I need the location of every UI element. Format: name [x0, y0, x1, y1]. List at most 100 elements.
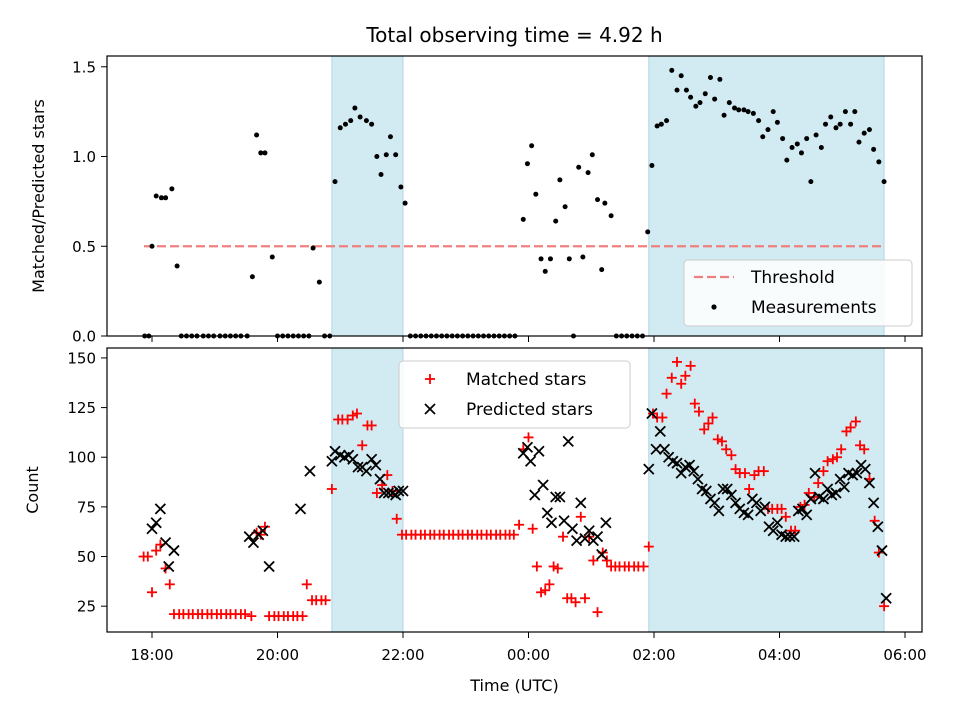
predicted-star-point [146, 523, 158, 535]
predicted-star-point [591, 531, 604, 543]
predicted-star-stroke [146, 523, 158, 535]
predicted-star-stroke [596, 548, 608, 561]
measurement-point [580, 254, 586, 260]
predicted-star-stroke [817, 493, 830, 505]
predicted-star-stroke [838, 481, 850, 493]
measurement-point [383, 152, 389, 158]
measurement-point [654, 123, 660, 129]
predicted-star-point [550, 491, 562, 503]
predicted-star-stroke [570, 535, 583, 547]
matched-star-point [301, 579, 312, 590]
measurement-point [732, 105, 738, 111]
predicted-star-point [834, 473, 846, 485]
predicted-star-stroke [397, 485, 409, 497]
measurement-point [608, 213, 614, 219]
measurement-point [804, 136, 810, 142]
measurement-point [876, 159, 882, 165]
predicted-star-stroke [780, 531, 792, 543]
matched-star-point [531, 561, 542, 572]
predicted-star-point [168, 544, 180, 557]
measurement-point [842, 109, 848, 115]
predicted-star-point [725, 489, 738, 501]
measurement-point [249, 274, 255, 280]
predicted-star-stroke [424, 403, 436, 415]
predicted-star-stroke [352, 461, 364, 473]
measurement-point [553, 218, 559, 224]
predicted-star-point [562, 435, 574, 447]
predicted-star-point [796, 503, 809, 515]
measurement-point [712, 96, 718, 102]
matched-star-point [142, 551, 153, 562]
predicted-star-stroke [696, 483, 708, 495]
predicted-star-stroke [717, 483, 729, 495]
matched-star-point [666, 372, 677, 383]
measurement-point [780, 136, 786, 142]
predicted-star-stroke [830, 487, 842, 499]
top-ytick-label: 1.5 [72, 58, 96, 76]
predicted-star-point [596, 548, 608, 561]
predicted-star-point [393, 485, 405, 497]
measurement-point [357, 114, 363, 120]
predicted-star-point [658, 443, 671, 455]
predicted-star-point [424, 403, 436, 415]
predicted-star-point [643, 463, 655, 475]
matched-star-point [845, 422, 856, 433]
legend-measurements-swatch [711, 304, 717, 310]
predicted-star-stroke [775, 529, 788, 541]
predicted-star-point [721, 483, 733, 495]
predicted-star-stroke [801, 509, 813, 521]
predicted-star-point [347, 453, 359, 465]
matched-star-point [726, 450, 737, 461]
predicted-star-point [365, 453, 378, 465]
bottom-predicted-points [146, 407, 892, 604]
measurement-point [258, 150, 264, 156]
measurement-point [702, 91, 708, 97]
predicted-star-stroke [529, 489, 541, 501]
matched-star-point [879, 601, 890, 612]
measurement-point [352, 105, 358, 111]
matched-star-point [716, 436, 727, 447]
matched-star-point [523, 432, 534, 443]
predicted-star-stroke [671, 457, 683, 469]
predicted-star-point [742, 509, 754, 521]
measurement-point [337, 125, 343, 131]
matched-star-point [570, 597, 581, 608]
matched-star-point [707, 412, 718, 423]
predicted-star-stroke [683, 459, 696, 471]
predicted-star-stroke [554, 491, 566, 503]
measurement-point [174, 263, 180, 269]
measurement-point [808, 179, 814, 185]
matched-star-point [693, 406, 704, 417]
predicted-star-point [545, 517, 558, 529]
matched-star-point [579, 593, 590, 604]
measurement-point [533, 191, 539, 197]
predicted-star-point [801, 509, 813, 521]
predicted-star-stroke [876, 544, 888, 557]
predicted-star-point [851, 467, 863, 479]
predicted-star-stroke [566, 523, 579, 535]
measurement-point [760, 134, 766, 140]
bottom-ytick-label: 75 [77, 498, 96, 516]
legend-threshold-label: Threshold [750, 268, 835, 288]
predicted-star-stroke [692, 473, 704, 485]
predicted-star-point [600, 517, 612, 529]
predicted-star-point [788, 531, 800, 543]
measurement-point [756, 118, 762, 124]
predicted-star-point [759, 501, 771, 513]
measurement-point [798, 150, 804, 156]
predicted-star-stroke [247, 536, 260, 549]
top-x-ticks [151, 336, 906, 342]
predicted-star-stroke [872, 521, 884, 533]
measurement-point [374, 154, 380, 160]
top-ytick-label: 0.5 [72, 238, 96, 256]
predicted-star-stroke [650, 443, 662, 455]
predicted-star-stroke [796, 503, 809, 515]
predicted-star-stroke [154, 503, 167, 515]
matched-star-point [592, 607, 603, 618]
predicted-star-point [872, 521, 884, 533]
predicted-star-point [654, 425, 666, 438]
matched-star-point [575, 511, 586, 522]
legend-predicted-swatch [424, 403, 436, 415]
matched-star-point [780, 511, 791, 522]
